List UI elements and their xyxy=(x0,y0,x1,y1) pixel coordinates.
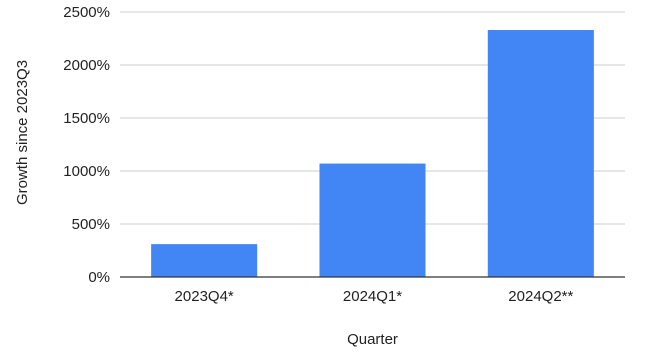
x-axis-title: Quarter xyxy=(347,331,398,348)
x-axis-ticks: 2023Q4* 2024Q1* 2024Q2** xyxy=(175,288,574,305)
x-tick-label: 2024Q2** xyxy=(508,288,573,305)
y-tick-label: 2000% xyxy=(63,57,110,74)
y-tick-label: 0% xyxy=(88,269,110,286)
bars xyxy=(151,30,594,277)
y-tick-label: 1000% xyxy=(63,163,110,180)
y-axis-ticks: 0% 500% 1000% 1500% 2000% 2500% xyxy=(63,4,110,286)
bar xyxy=(319,163,426,277)
bar xyxy=(151,244,258,277)
y-axis-title: Growth since 2023Q3 xyxy=(14,60,31,205)
x-tick-label: 2023Q4* xyxy=(175,288,234,305)
y-tick-label: 1500% xyxy=(63,110,110,127)
y-tick-label: 2500% xyxy=(63,4,110,21)
bar xyxy=(487,30,594,277)
y-tick-label: 500% xyxy=(72,216,110,233)
x-tick-label: 2024Q1* xyxy=(343,288,402,305)
